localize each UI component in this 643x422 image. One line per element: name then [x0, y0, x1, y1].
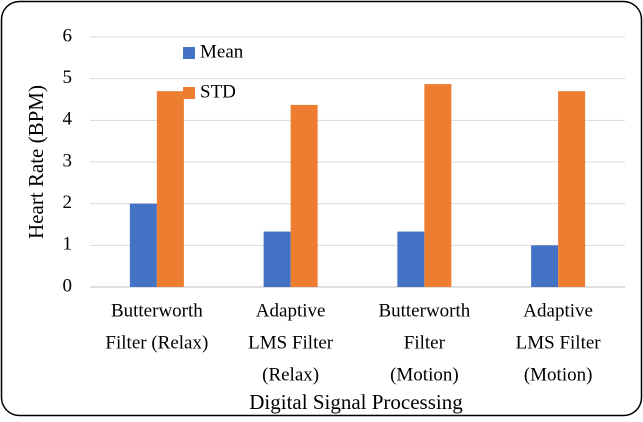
x-tick-label: Filter (Relax): [105, 332, 208, 353]
y-tick-label: 0: [63, 275, 73, 296]
bar: [424, 84, 452, 287]
y-tick-label: 5: [63, 67, 73, 88]
y-axis-title: Heart Rate (BPM): [24, 85, 48, 239]
y-tick-label: 4: [63, 109, 73, 130]
legend-label: Mean: [200, 41, 244, 62]
legend-swatch: [183, 47, 195, 59]
x-tick-label: (Motion): [524, 364, 593, 385]
x-tick-label: Butterworth: [111, 300, 203, 321]
y-tick-label: 2: [63, 192, 73, 213]
y-tick-label: 6: [63, 25, 73, 46]
x-tick-label: LMS Filter: [516, 332, 602, 353]
bar: [156, 91, 184, 288]
x-tick-label: (Relax): [262, 364, 319, 385]
x-tick-label: Adaptive: [256, 300, 326, 321]
bar: [558, 91, 586, 288]
bar: [129, 203, 157, 287]
bar: [263, 231, 291, 287]
bar: [290, 104, 318, 288]
legend-label: STD: [200, 81, 236, 102]
bar: [531, 245, 559, 287]
bar: [397, 231, 425, 287]
y-tick-label: 1: [63, 234, 73, 255]
x-tick-label: Filter: [404, 332, 446, 353]
x-axis-title: Digital Signal Processing: [249, 390, 463, 414]
legend-swatch: [183, 87, 195, 99]
x-tick-label: (Motion): [390, 364, 459, 385]
x-tick-label: Butterworth: [378, 300, 470, 321]
x-tick-label: Adaptive: [523, 300, 593, 321]
y-tick-label: 3: [63, 150, 73, 171]
x-tick-label: LMS Filter: [248, 332, 334, 353]
